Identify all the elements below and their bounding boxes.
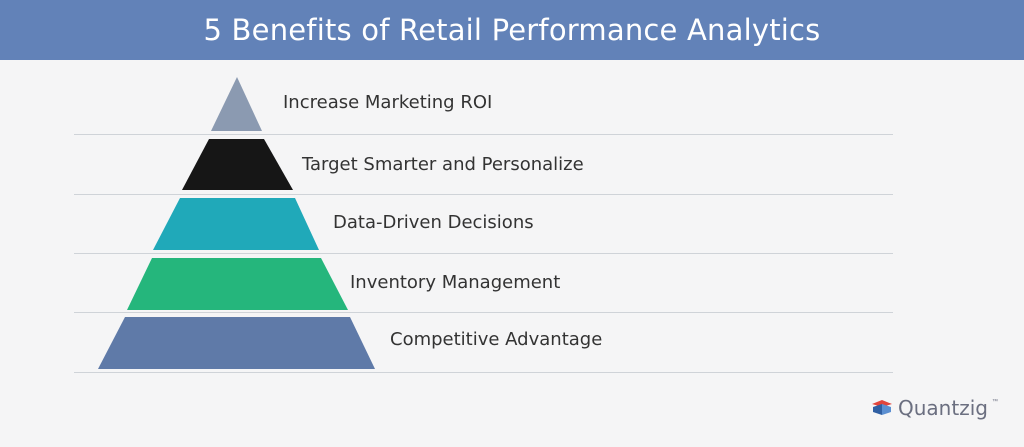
pyramid-tier-3	[153, 198, 319, 250]
pyramid-tier-5	[98, 317, 375, 369]
quantzig-logo: Quantzig ™	[870, 396, 998, 420]
tier-divider	[74, 312, 893, 313]
logo-wordmark: Quantzig	[898, 396, 988, 420]
title-bar: 5 Benefits of Retail Performance Analyti…	[0, 0, 1024, 60]
pyramid-tier-2	[182, 139, 293, 190]
tier-label-1: Increase Marketing ROI	[283, 92, 493, 113]
tier-divider	[74, 253, 893, 254]
page-title: 5 Benefits of Retail Performance Analyti…	[203, 13, 821, 47]
tier-divider	[74, 372, 893, 373]
tier-divider	[74, 134, 893, 135]
trademark-symbol: ™	[991, 399, 998, 405]
tier-label-3: Data-Driven Decisions	[333, 212, 534, 233]
tier-label-2: Target Smarter and Personalize	[302, 154, 584, 175]
tier-label-5: Competitive Advantage	[390, 329, 603, 350]
quantzig-logo-icon	[872, 400, 892, 415]
tier-divider	[74, 194, 893, 195]
tier-label-4: Inventory Management	[350, 272, 561, 293]
pyramid-tier-1	[211, 77, 262, 131]
pyramid-tier-4	[127, 258, 348, 310]
